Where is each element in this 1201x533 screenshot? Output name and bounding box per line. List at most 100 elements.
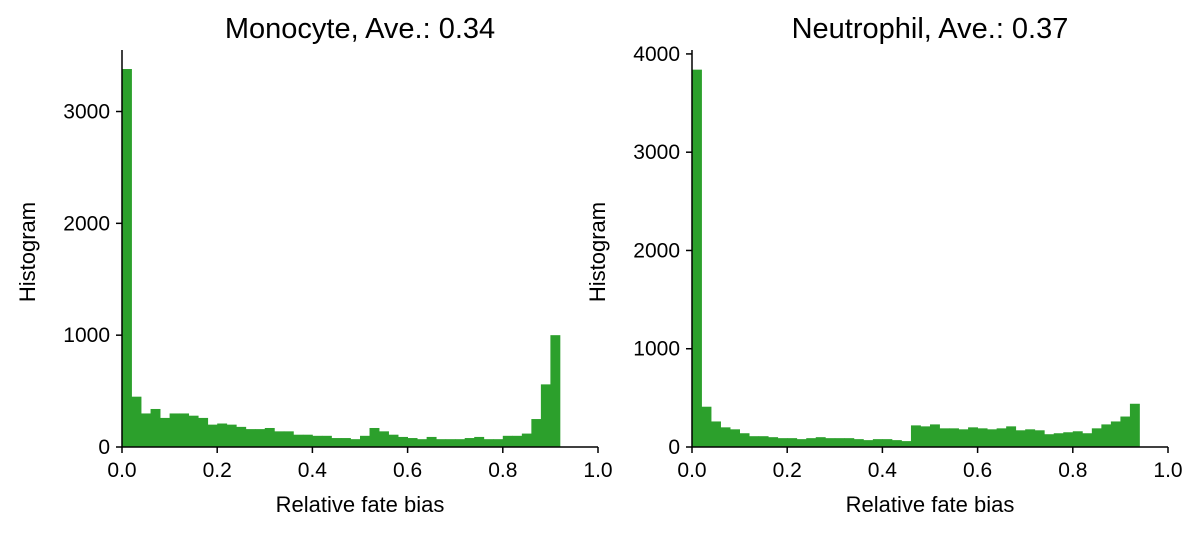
- histogram-bar: [987, 429, 998, 447]
- histogram-bar: [388, 434, 399, 447]
- y-axis-label: Histogram: [15, 202, 40, 302]
- bar-group: [692, 69, 1140, 447]
- histogram-bar: [730, 429, 740, 447]
- histogram-bar: [379, 431, 389, 447]
- histogram-bar: [692, 69, 702, 447]
- histogram-bar: [407, 438, 418, 447]
- x-tick-label: 0.8: [488, 459, 517, 482]
- histogram-bar: [749, 436, 760, 447]
- histogram-bar: [141, 413, 151, 447]
- y-tick-label: 2000: [633, 239, 680, 262]
- histogram-bar: [1101, 424, 1112, 447]
- histogram-bar: [939, 428, 950, 447]
- histogram-bar: [930, 424, 940, 447]
- histogram-bar: [787, 438, 798, 447]
- x-tick-label: 0.2: [203, 459, 232, 482]
- histogram-bar: [1091, 428, 1102, 447]
- histogram-bar: [910, 425, 921, 447]
- histogram-bar: [949, 428, 959, 447]
- x-axis-label: Relative fate bias: [276, 492, 445, 517]
- histogram-bar: [863, 440, 874, 447]
- histogram-bar: [483, 439, 494, 447]
- histogram-bar: [512, 435, 523, 447]
- histogram-bar: [711, 421, 721, 447]
- histogram-bar: [796, 439, 807, 447]
- histogram-bar: [474, 436, 485, 447]
- histogram-bar: [150, 408, 161, 447]
- histogram-bar: [398, 436, 408, 447]
- x-tick-label: 1.0: [1153, 459, 1182, 482]
- histogram-bar: [977, 428, 988, 447]
- y-tick-label: 3000: [633, 141, 680, 164]
- histogram-bar: [131, 396, 142, 447]
- y-tick-label: 1000: [63, 324, 110, 347]
- y-tick-group: 0 1000 2000 3000 4000: [633, 43, 692, 459]
- histogram-bar: [958, 429, 969, 447]
- chart-panel-neutrophil: Neutrophil, Ave.: 0.37 Histogram Relativ…: [585, 13, 1183, 517]
- histogram-bar: [426, 436, 437, 447]
- histogram-bar: [806, 438, 817, 447]
- histogram-bar: [207, 424, 218, 447]
- histogram-bar: [264, 427, 275, 447]
- histogram-bar: [1034, 430, 1045, 447]
- histogram-bar: [455, 439, 466, 447]
- histogram-bar: [739, 433, 750, 447]
- histogram-bar: [312, 435, 323, 447]
- histogram-bar: [293, 434, 304, 447]
- y-tick-label: 3000: [63, 101, 110, 124]
- histogram-bar: [283, 431, 294, 447]
- histogram-bar: [255, 429, 266, 447]
- histogram-bar: [198, 417, 209, 447]
- histogram-bar: [122, 69, 132, 448]
- histogram-bar: [825, 438, 836, 447]
- x-tick-label: 1.0: [583, 459, 612, 482]
- histogram-bar: [321, 435, 332, 447]
- histogram-bar: [331, 438, 342, 447]
- histogram-bar: [758, 436, 769, 447]
- histogram-bar: [1129, 403, 1140, 447]
- histogram-bar: [777, 438, 788, 447]
- histogram-bar: [531, 419, 542, 447]
- histogram-bar: [1015, 430, 1026, 447]
- histogram-bar: [996, 428, 1007, 447]
- histogram-bar: [853, 439, 864, 447]
- y-tick-label: 4000: [633, 43, 680, 66]
- chart-title: Neutrophil, Ave.: 0.37: [792, 13, 1069, 45]
- histogram-bar: [436, 439, 447, 447]
- histogram-bar: [179, 413, 190, 447]
- histogram-bar: [720, 427, 731, 447]
- histogram-bar: [1044, 434, 1055, 447]
- histogram-bar: [1082, 433, 1093, 447]
- histogram-bar: [302, 434, 313, 447]
- histogram-bar: [1053, 433, 1064, 447]
- x-tick-label: 0.4: [298, 459, 328, 482]
- histogram-bar: [369, 427, 380, 447]
- histogram-bar: [350, 439, 361, 447]
- bar-group: [122, 69, 561, 448]
- histogram-bar: [340, 438, 351, 447]
- x-tick-label: 0.0: [107, 459, 136, 482]
- histogram-bar: [360, 435, 370, 447]
- histogram-bar: [217, 423, 228, 447]
- histogram-bar: [417, 439, 428, 447]
- x-axis-label: Relative fate bias: [846, 492, 1015, 517]
- histogram-bar: [882, 439, 893, 447]
- histogram-bar: [274, 431, 285, 447]
- histogram-bar: [502, 435, 513, 447]
- histogram-bar: [1120, 416, 1131, 447]
- x-tick-label: 0.6: [393, 459, 422, 482]
- histogram-bar: [1110, 421, 1121, 447]
- histogram-bar: [968, 427, 978, 447]
- histogram-bar: [521, 433, 532, 447]
- histogram-bar: [445, 439, 456, 447]
- y-tick-label: 0: [668, 436, 680, 459]
- x-tick-label: 0.0: [677, 459, 706, 482]
- histogram-bar: [160, 417, 170, 447]
- y-tick-label: 1000: [633, 338, 680, 361]
- histogram-bar: [844, 438, 855, 447]
- histogram-bar: [920, 426, 931, 447]
- chart-panel-monocyte: Monocyte, Ave.: 0.34 Histogram Relative …: [15, 13, 613, 517]
- histogram-bar: [169, 413, 180, 447]
- x-tick-label: 0.6: [963, 459, 992, 482]
